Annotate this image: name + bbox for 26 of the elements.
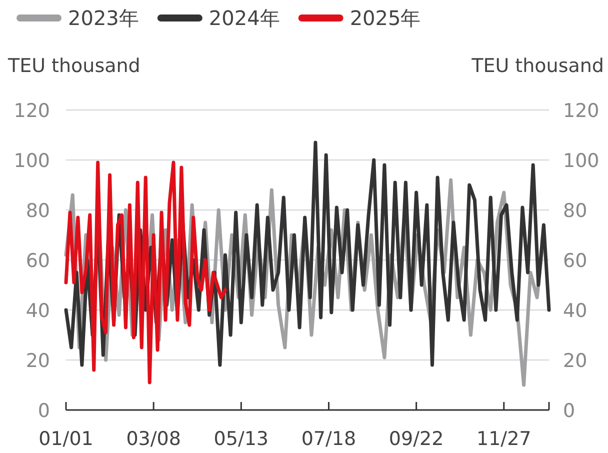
y2-tick-label: 20 (563, 350, 588, 372)
y2-axis-title: TEU thousand (470, 55, 604, 77)
y-tick-label: 120 (14, 100, 50, 122)
x-tick-label: 07/18 (301, 428, 356, 450)
legend-label: 2024年 (208, 6, 280, 30)
y-tick-label: 0 (38, 400, 50, 422)
y2-tick-label: 40 (563, 300, 588, 322)
y-axis-title: TEU thousand (7, 55, 140, 77)
y2-tick-label: 80 (563, 200, 588, 222)
x-tick-label: 05/13 (214, 428, 269, 450)
legend-label: 2025年 (350, 6, 421, 30)
y-tick-label: 80 (26, 200, 50, 222)
y2-tick-label: 60 (563, 250, 588, 272)
y2-tick-label: 100 (563, 150, 600, 172)
x-tick-label: 11/27 (476, 428, 532, 450)
y-tick-label: 20 (26, 350, 50, 372)
x-tick-label: 09/22 (388, 428, 444, 450)
x-tick-label: 01/01 (38, 428, 94, 450)
y-tick-label: 60 (26, 250, 50, 272)
x-tick-label: 03/08 (126, 428, 181, 450)
y2-tick-label: 120 (563, 100, 600, 122)
line-series (64, 160, 227, 384)
y-tick-label: 40 (26, 300, 50, 322)
y2-tick-label: 0 (563, 400, 576, 422)
y-tick-label: 100 (14, 150, 50, 172)
legend-label: 2023年 (68, 6, 139, 30)
